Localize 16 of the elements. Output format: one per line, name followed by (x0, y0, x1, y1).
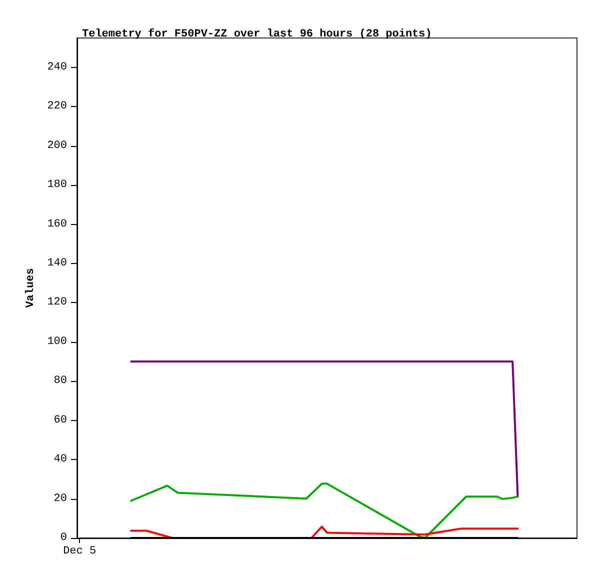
y-tick-label: 120 (47, 296, 67, 309)
x-tick-label: Dec 5 (63, 546, 96, 558)
y-axis-title: Values (24, 268, 37, 308)
y-tick-label: 60 (54, 414, 67, 426)
y-tick-label: 80 (54, 375, 67, 388)
y-tick-label: 200 (47, 140, 67, 152)
y-tick-label: 240 (47, 61, 67, 74)
chart-title: Telemetry for F50PV-ZZ over last 96 hours (28 points) (82, 28, 432, 40)
y-tick-label: 220 (47, 100, 67, 113)
y-tick-label: 160 (47, 218, 67, 230)
y-tick-label: 20 (54, 492, 67, 505)
y-tick-label: 180 (47, 179, 67, 192)
y-tick-label: 0 (60, 532, 67, 544)
y-tick-label: 140 (47, 257, 67, 270)
y-tick-label: 40 (54, 454, 67, 466)
y-tick-label: 100 (47, 336, 67, 348)
